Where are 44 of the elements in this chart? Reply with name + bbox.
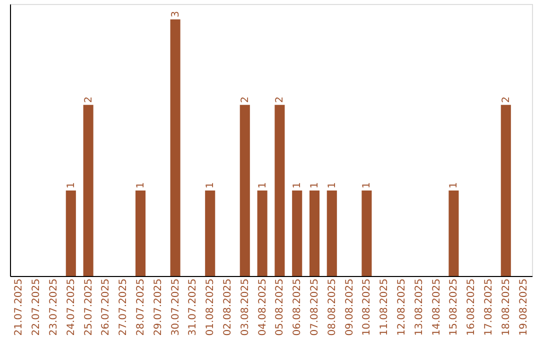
- data-label: 1: [326, 182, 338, 188]
- x-tick-label: 05.08.2025: [274, 278, 286, 336]
- data-label: 1: [257, 182, 268, 188]
- data-label: 1: [292, 182, 304, 188]
- x-tick-label: 03.08.2025: [240, 278, 251, 336]
- data-label: 1: [362, 182, 373, 188]
- x-tick-label: 16.08.2025: [466, 278, 478, 336]
- x-tick-label: 24.07.2025: [66, 278, 77, 336]
- x-tick-label: 21.07.2025: [14, 278, 25, 336]
- x-tick-label: 27.07.2025: [118, 278, 130, 336]
- x-tick-label: 09.08.2025: [344, 278, 356, 336]
- x-tick-label: 15.08.2025: [448, 278, 460, 336]
- x-tick-label: 07.08.2025: [310, 278, 320, 336]
- data-label: 1: [448, 182, 460, 188]
- x-tick-label: 12.08.2025: [396, 278, 408, 336]
- x-tick-label: 06.08.2025: [292, 278, 304, 336]
- x-tick-label: 04.08.2025: [257, 278, 268, 336]
- x-tick-label: 28.07.2025: [136, 278, 146, 336]
- data-label: 1: [310, 182, 320, 188]
- x-tick-label: 13.08.2025: [414, 278, 425, 336]
- data-label: 3: [170, 11, 182, 18]
- x-tick-label: 14.08.2025: [431, 278, 442, 336]
- data-label: 2: [274, 96, 286, 103]
- x-tick-label: 23.07.2025: [48, 278, 60, 336]
- x-tick-label: 25.07.2025: [83, 278, 94, 336]
- x-tick-label: 10.08.2025: [362, 278, 373, 336]
- x-tick-label: 01.08.2025: [205, 278, 216, 336]
- x-tick-label: 19.08.2025: [518, 278, 530, 336]
- x-tick-label: 11.08.2025: [379, 278, 390, 336]
- data-label: 2: [83, 96, 94, 103]
- x-tick-label: 17.08.2025: [484, 278, 494, 336]
- x-tick-label: 02.08.2025: [222, 278, 234, 336]
- x-tick-label: 26.07.2025: [100, 278, 112, 336]
- x-tick-label: 22.07.2025: [31, 278, 42, 336]
- x-tick-label: 30.07.2025: [170, 278, 182, 336]
- x-tick-label: 29.07.2025: [152, 278, 164, 336]
- data-label: 1: [66, 182, 77, 188]
- data-label: 2: [500, 96, 512, 103]
- x-tick-label: 18.08.2025: [500, 278, 512, 336]
- data-label: 1: [136, 182, 146, 188]
- x-tick-label: 08.08.2025: [326, 278, 338, 336]
- x-tick-label: 31.07.2025: [188, 278, 199, 336]
- data-label: 2: [240, 96, 251, 103]
- data-label: 1: [205, 182, 216, 188]
